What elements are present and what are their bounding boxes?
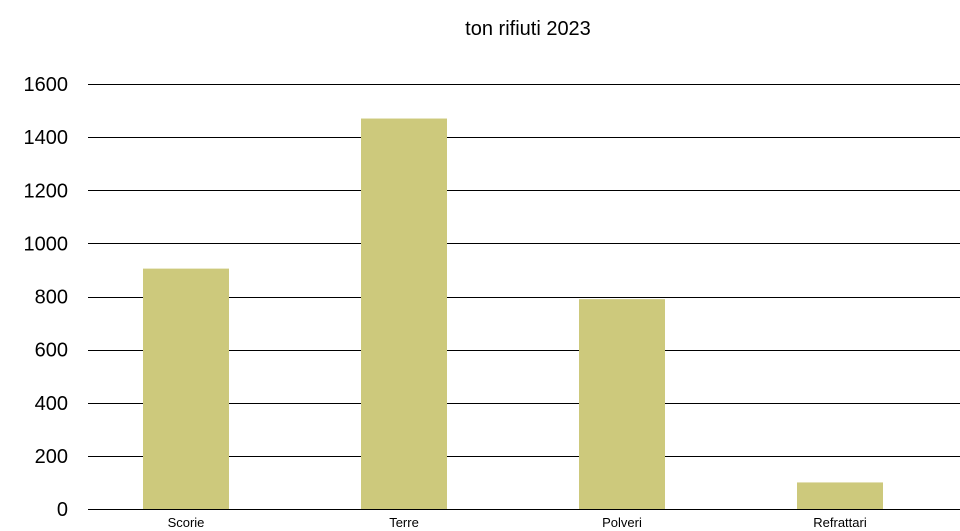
- bar-refrattari: [797, 482, 883, 509]
- y-tick-label: 1400: [24, 127, 69, 149]
- x-tick-label-scorie: Scorie: [168, 515, 205, 530]
- gridlines: [88, 84, 960, 510]
- x-tick-label-refrattari: Refrattari: [813, 515, 867, 530]
- y-tick-label: 800: [35, 287, 68, 309]
- bar-terre: [361, 118, 447, 509]
- y-tick-label: 1600: [24, 74, 69, 96]
- y-tick-label: 600: [35, 340, 68, 362]
- x-tick-label-polveri: Polveri: [602, 515, 642, 530]
- chart-title: ton rifiuti 2023: [465, 18, 591, 40]
- x-axis: Scorie Terre Polveri Refrattari: [168, 515, 867, 530]
- y-tick-label: 0: [57, 499, 68, 521]
- bars: [143, 118, 883, 509]
- y-tick-label: 1200: [24, 180, 69, 202]
- bar-scorie: [143, 268, 229, 509]
- x-tick-label-terre: Terre: [389, 515, 419, 530]
- y-tick-label: 400: [35, 393, 68, 415]
- y-tick-label: 200: [35, 446, 68, 468]
- y-tick-label: 1000: [24, 233, 69, 255]
- y-axis: 0 200 400 600 800 1000 1200 1400 1600: [24, 74, 69, 521]
- bar-polveri: [579, 299, 665, 509]
